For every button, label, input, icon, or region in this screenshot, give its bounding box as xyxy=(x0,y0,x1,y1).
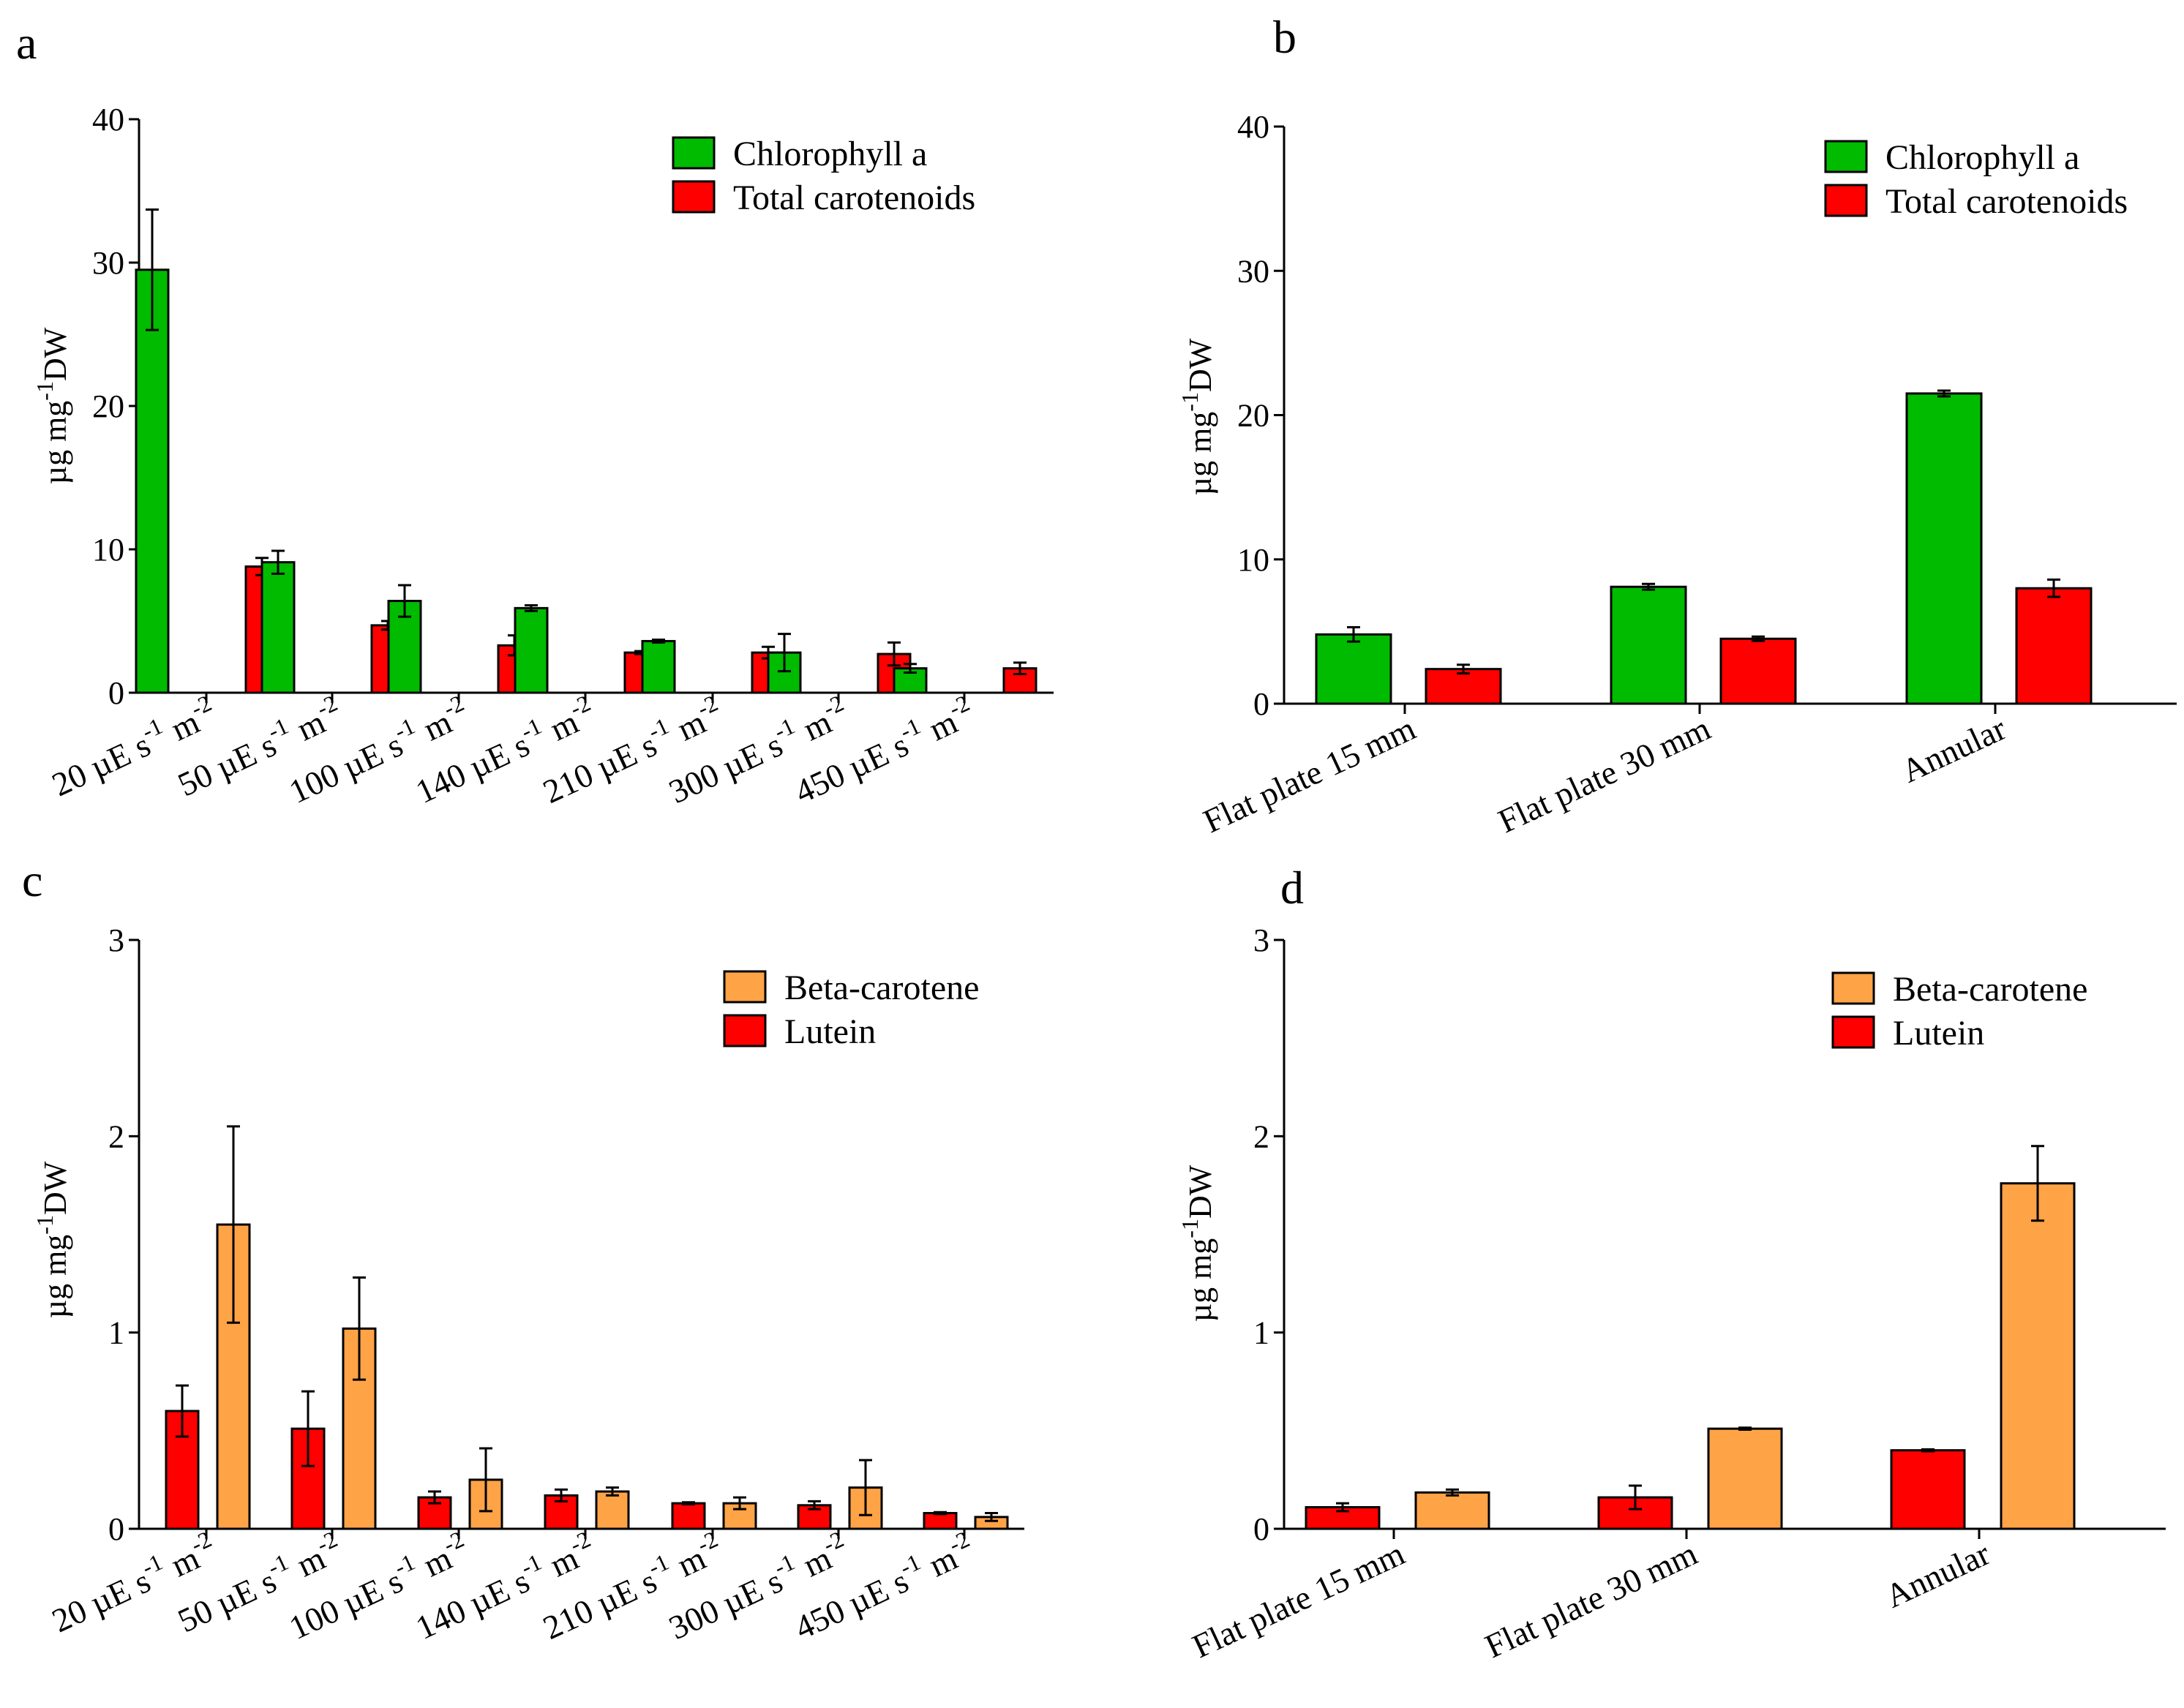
y-tick-label: 30 xyxy=(1237,253,1269,289)
y-tick-label: 2 xyxy=(1253,1118,1269,1154)
y-tick-label: 30 xyxy=(92,245,124,281)
panel-letter-c: c xyxy=(22,854,42,906)
legend-swatch xyxy=(1831,971,1875,1005)
legend-label: Lutein xyxy=(784,1012,876,1051)
legend-label: Chlorophyll a xyxy=(733,135,927,173)
legend-label: Total carotenoids xyxy=(733,178,975,217)
y-tick-label: 2 xyxy=(108,1118,124,1154)
bar-beta-carotene xyxy=(1707,1427,1783,1530)
y-tick-label: 3 xyxy=(108,922,124,958)
bar-lutein xyxy=(671,1502,706,1530)
bar-beta-carotene xyxy=(595,1490,630,1530)
legend-swatch xyxy=(672,180,716,214)
bar-chlorophyll-a xyxy=(260,561,296,694)
bar-chlorophyll-a xyxy=(893,667,928,694)
panel-letter-b: b xyxy=(1273,11,1296,63)
panel-b: b 0 10 20 30 40 µg mg-1DW Flat plate 15 mm Flat… xyxy=(1177,11,2177,840)
bar-beta-carotene xyxy=(1414,1491,1490,1530)
y-tick-label: 1 xyxy=(1253,1315,1269,1351)
legend-label: Chlorophyll a xyxy=(1885,138,2079,177)
bar-total-carotenoids xyxy=(1425,668,1502,705)
bar-lutein xyxy=(1890,1449,1966,1530)
bar-beta-carotene xyxy=(2000,1182,2076,1530)
y-tick-label: 0 xyxy=(1253,1511,1269,1547)
y-tick-label: 10 xyxy=(92,532,124,568)
y-tick-label: 20 xyxy=(92,388,124,424)
bar-chlorophyll-a xyxy=(641,639,676,694)
legend-label: Beta-carotene xyxy=(784,968,979,1007)
legend-swatch xyxy=(723,1014,767,1047)
y-tick-label: 0 xyxy=(1253,686,1269,722)
legend-swatch xyxy=(723,970,767,1004)
bar-total-carotenoids xyxy=(1719,637,1797,705)
y-tick-label: 40 xyxy=(92,102,124,138)
bar-chlorophyll-a xyxy=(1610,585,1687,705)
legend-label: Lutein xyxy=(1893,1014,1984,1053)
panel-d: d 0 1 2 3 µg mg-1DW Flat plate 15 mm Flat plat… xyxy=(1177,862,2166,1665)
y-tick-label: 20 xyxy=(1237,398,1269,434)
panel-letter-a: a xyxy=(16,17,37,69)
bar-chlorophyll-a xyxy=(1315,633,1392,705)
x-category-label: Annular xyxy=(1880,1535,1995,1615)
legend-swatch xyxy=(1831,1015,1875,1049)
bar-chlorophyll-a xyxy=(135,268,170,694)
x-category-label: Flat plate 30 mm xyxy=(1479,1535,1703,1666)
x-category-label: Annular xyxy=(1896,710,2011,790)
legend-label: Total carotenoids xyxy=(1885,182,2128,221)
x-category-label: Flat plate 15 mm xyxy=(1187,1535,1410,1666)
y-axis-title: µg mg-1DW xyxy=(1177,338,1218,495)
legend-swatch xyxy=(1824,140,1868,173)
y-axis-title: µg mg-1DW xyxy=(1177,1165,1218,1322)
legend-swatch xyxy=(672,136,716,170)
bar-total-carotenoids xyxy=(2015,587,2093,705)
y-tick-label: 0 xyxy=(108,1511,124,1547)
x-category-label: Flat plate 15 mm xyxy=(1198,710,1421,840)
bar-chlorophyll-a xyxy=(514,606,549,694)
bar-chlorophyll-a xyxy=(1905,392,1983,705)
y-axis-title: µg mg-1DW xyxy=(31,327,73,484)
x-category-label: Flat plate 30 mm xyxy=(1493,710,1716,840)
y-axis-title: µg mg-1DW xyxy=(31,1161,73,1318)
legend-swatch xyxy=(1824,184,1868,217)
y-tick-label: 0 xyxy=(108,675,124,711)
y-tick-label: 1 xyxy=(108,1315,124,1351)
panel-letter-d: d xyxy=(1280,862,1304,914)
y-tick-label: 10 xyxy=(1237,542,1269,578)
legend-label: Beta-carotene xyxy=(1893,970,2087,1009)
bar-lutein xyxy=(923,1512,958,1530)
y-tick-label: 40 xyxy=(1237,109,1269,145)
y-tick-label: 3 xyxy=(1253,922,1269,958)
